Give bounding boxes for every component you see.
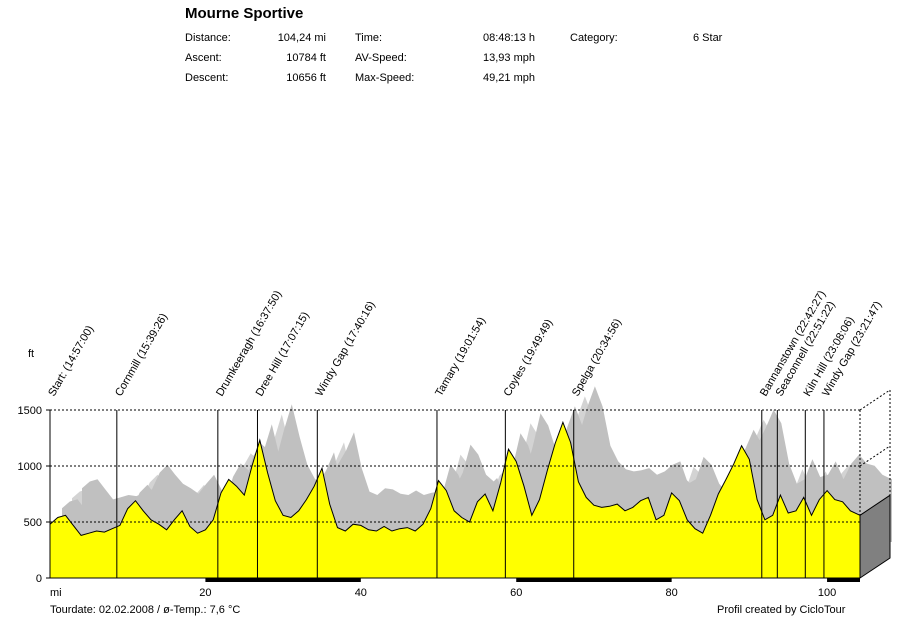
stat-value-ascent: 10784 ft xyxy=(286,52,326,64)
stat-label-max-speed: Max-Speed: xyxy=(355,72,415,84)
gridline-depth-1000 xyxy=(859,445,891,467)
waypoint-label: Spelga (20:34:56) xyxy=(570,317,624,399)
box-side-face xyxy=(859,494,891,579)
waypoint-label: Cornmill (15:39:26) xyxy=(113,311,170,398)
waypoint-label: Start: (14:57:00) xyxy=(46,324,96,399)
stat-label-descent: Descent: xyxy=(185,72,229,84)
y-tick-label-1000: 1000 xyxy=(18,461,42,473)
stat-label-distance: Distance: xyxy=(185,32,231,44)
footer-credit: Profil created by CicloTour xyxy=(717,604,846,616)
elevation-area-layer xyxy=(49,420,861,578)
box-3d-layer xyxy=(859,390,891,579)
axes-layer: 0 500 1000 1500 20 40 60 80 100 xyxy=(18,405,860,599)
distance-bar-segment xyxy=(205,578,361,582)
distance-bar-segment xyxy=(516,578,672,582)
y-tick-label-1500: 1500 xyxy=(18,405,42,417)
stat-label-time: Time: xyxy=(355,32,383,44)
stat-value-distance: 104,24 mi xyxy=(277,32,326,44)
x-tick-label-100: 100 xyxy=(818,587,836,599)
profile-shadow xyxy=(82,386,892,542)
x-tick-label-80: 80 xyxy=(666,587,678,599)
x-tick-label-20: 20 xyxy=(199,587,211,599)
elevation-area xyxy=(50,422,860,578)
waypoint-label: Windy Gap (17:40:16) xyxy=(314,299,378,398)
gridline-depth-1500 xyxy=(859,389,891,411)
stat-value-time: 08:48:13 h xyxy=(483,32,535,44)
y-tick-label-0: 0 xyxy=(36,573,42,585)
x-tick-label-40: 40 xyxy=(355,587,367,599)
waypoint-label: Tamary (19:01:54) xyxy=(433,315,488,398)
stat-value-av-speed: 13,93 mph xyxy=(483,52,535,64)
distance-bar-segment xyxy=(827,578,860,582)
stat-value-max-speed: 49,21 mph xyxy=(483,72,535,84)
y-axis-unit-label: ft xyxy=(28,348,34,360)
footer-tour-info: Tourdate: 02.02.2008 / ø-Temp.: 7,6 °C xyxy=(50,604,241,616)
x-axis-unit-label: mi xyxy=(50,587,62,599)
stat-label-category: Category: xyxy=(570,32,618,44)
elevation-line xyxy=(49,420,861,536)
stat-value-descent: 10656 ft xyxy=(286,72,326,84)
stat-label-ascent: Ascent: xyxy=(185,52,222,64)
chart-title: Mourne Sportive xyxy=(185,5,304,22)
grid-layer xyxy=(50,389,891,523)
y-tick-label-500: 500 xyxy=(24,517,42,529)
stat-value-category: 6 Star xyxy=(693,32,723,44)
x-tick-label-60: 60 xyxy=(510,587,522,599)
waypoint-label: Coyles (19:49:49) xyxy=(502,317,556,398)
waypoint-label: Drumkeeragh (16:37:50) xyxy=(214,289,284,399)
stat-label-av-speed: AV-Speed: xyxy=(355,52,407,64)
